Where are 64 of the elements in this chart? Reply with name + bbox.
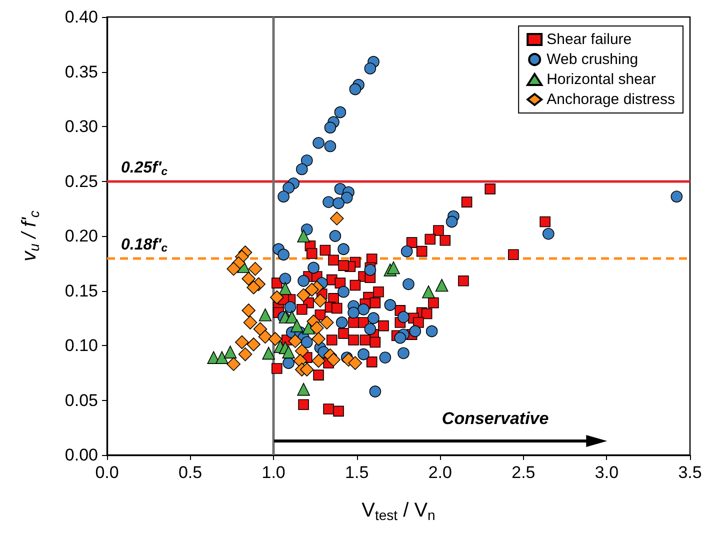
y-tick-label: 0.40 — [64, 8, 98, 26]
x-tick-label: 3.0 — [594, 463, 619, 482]
x-tick-label: 0.5 — [178, 463, 202, 482]
x-tick-label: 0.0 — [95, 463, 119, 482]
point — [253, 322, 268, 336]
point — [282, 346, 295, 358]
point — [300, 362, 314, 376]
point — [270, 290, 284, 304]
y-tick-label: 0.30 — [64, 117, 98, 136]
point — [422, 285, 435, 298]
point — [258, 330, 272, 344]
point — [435, 278, 448, 292]
x-tick-label: 1.5 — [345, 463, 369, 482]
point — [302, 322, 315, 334]
point — [258, 308, 272, 322]
point — [290, 319, 304, 332]
y-tick-label: 0.05 — [64, 390, 98, 410]
point — [238, 347, 252, 362]
point — [312, 332, 326, 346]
point — [242, 304, 256, 318]
y-tick-label: 0.10 — [64, 336, 98, 355]
point — [320, 316, 334, 330]
point — [235, 335, 249, 350]
point — [297, 230, 310, 242]
point — [285, 310, 298, 324]
point — [310, 321, 324, 335]
y-axis-title: vu / f'c — [18, 210, 42, 262]
point — [262, 346, 275, 360]
point — [387, 261, 400, 274]
point — [296, 288, 310, 302]
point — [216, 351, 228, 364]
point — [246, 338, 260, 352]
point — [304, 282, 319, 297]
x-tick-label: 1.0 — [262, 463, 286, 482]
point — [224, 346, 237, 358]
point — [226, 357, 240, 372]
point — [242, 272, 256, 286]
x-tick-label: 2.0 — [428, 463, 452, 482]
point — [312, 354, 326, 368]
point — [313, 294, 328, 308]
y-tick-label: 0.00 — [64, 446, 98, 464]
point — [248, 262, 262, 276]
point — [330, 212, 344, 226]
y-tick-label: 0.15 — [64, 281, 98, 300]
x-tick-label: 3.5 — [678, 463, 702, 482]
annotation: Conservative — [442, 409, 549, 428]
legend-label: Shear failure — [546, 31, 632, 48]
point — [243, 316, 258, 330]
point — [326, 352, 340, 367]
y-tick-label: 0.20 — [64, 226, 98, 246]
point — [246, 280, 260, 294]
point — [226, 262, 240, 276]
point — [294, 344, 309, 358]
x-tick-label: 2.5 — [512, 463, 536, 482]
legend-label: Web crushing — [546, 51, 638, 68]
point — [288, 334, 302, 348]
legend-label: Anchorage distress — [546, 91, 676, 108]
y-tick-label: 0.35 — [64, 62, 98, 82]
point — [278, 282, 292, 295]
point — [268, 332, 282, 346]
point — [348, 356, 362, 370]
y-tick-label: 0.25 — [64, 172, 98, 191]
point — [297, 382, 310, 396]
legend-label: Horizontal shear — [546, 71, 656, 88]
